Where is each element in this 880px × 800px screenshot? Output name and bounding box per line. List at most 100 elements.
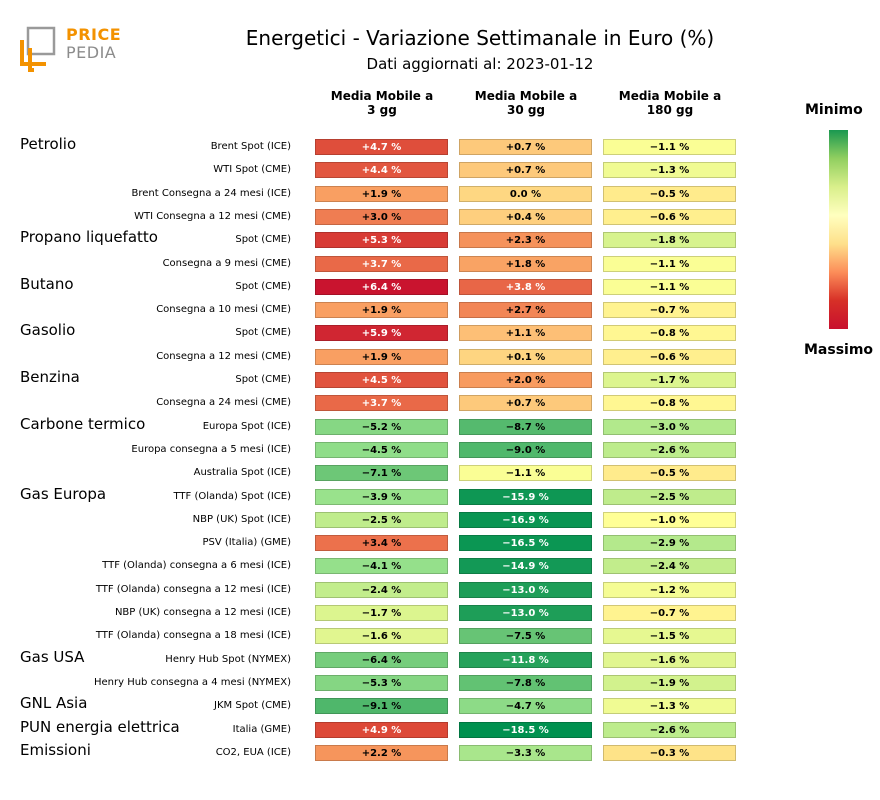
heatmap-cell: +4.5 % — [315, 372, 448, 388]
heatmap-cell: −7.8 % — [459, 674, 592, 691]
row-label: CO2, EUA (ICE) — [215, 746, 291, 758]
heatmap-cell: −2.4 % — [315, 581, 448, 598]
column-header-line1: Media Mobile a — [618, 89, 722, 103]
heatmap-cell: 0.0 % — [459, 185, 592, 202]
row-label: Europa Spot (ICE) — [202, 420, 291, 432]
heatmap-cell: −0.6 % — [603, 348, 736, 365]
group-label: PUN energia elettrica — [20, 717, 180, 736]
chart-subtitle: Dati aggiornati al: 2023-01-12 — [366, 55, 594, 73]
row-label: Europa consegna a 5 mesi (ICE) — [131, 443, 291, 455]
heatmap-cell: −0.8 % — [603, 395, 736, 412]
heatmap-cell: −16.9 % — [459, 511, 592, 528]
row-label: Henry Hub Spot (NYMEX) — [165, 653, 291, 665]
row-label: Consegna a 9 mesi (CME) — [162, 257, 291, 269]
heatmap-cell: −9.0 % — [459, 441, 592, 458]
heatmap-cell: −1.6 % — [315, 628, 448, 645]
heatmap-cell: +6.4 % — [315, 278, 448, 295]
heatmap-cell: −1.5 % — [603, 628, 736, 645]
heatmap-cell: −11.8 % — [459, 651, 592, 668]
row-label: NBP (UK) consegna a 12 mesi (ICE) — [114, 607, 291, 618]
row-label: Brent Consegna a 24 mesi (ICE) — [131, 187, 291, 199]
row-label: TTF (Olanda) consegna a 6 mesi (ICE) — [102, 560, 291, 572]
column-header-line1: Media Mobile a — [474, 89, 578, 103]
heatmap-cell: +2.3 % — [459, 232, 592, 249]
heatmap-cell: +3.7 % — [315, 255, 448, 272]
column-header-line2: 180 gg — [646, 103, 694, 117]
row-label: JKM Spot (CME) — [214, 700, 291, 712]
heatmap-cell: +4.7 % — [315, 139, 448, 155]
column-header-30gg: Media Mobile a 30 gg — [456, 89, 596, 117]
row-label: TTF (Olanda) consegna a 12 mesi (ICE) — [95, 583, 291, 595]
heatmap-cell: −1.0 % — [603, 511, 736, 528]
row-label: Italia (GME) — [232, 723, 291, 735]
heatmap-cell: −3.3 % — [459, 744, 592, 761]
heatmap-cell: +4.4 % — [315, 162, 448, 179]
heatmap-cell: −18.5 % — [459, 721, 592, 738]
heatmap-cell: +0.7 % — [459, 162, 592, 179]
heatmap-cell: −0.7 % — [603, 605, 736, 621]
heatmap-cell: −7.1 % — [315, 465, 448, 482]
row-label: Henry Hub consegna a 4 mesi (NYMEX) — [93, 676, 291, 688]
group-label: Gas USA — [20, 647, 85, 666]
heatmap-cell: −0.5 % — [603, 465, 736, 482]
column-header-3gg: Media Mobile a 3 gg — [312, 89, 452, 117]
heatmap-cell: −2.5 % — [315, 511, 448, 528]
heatmap-cell: −1.1 % — [603, 278, 736, 295]
group-label: Petrolio — [20, 135, 77, 153]
heatmap-cell: +3.4 % — [315, 535, 448, 552]
heatmap-cell: −1.3 % — [603, 698, 736, 715]
heatmap-cell: −5.3 % — [315, 674, 448, 691]
chart-title: Energetici - Variazione Settimanale in E… — [245, 26, 715, 50]
heatmap-cell: +2.0 % — [459, 372, 592, 388]
column-header-180gg: Media Mobile a 180 gg — [600, 89, 740, 117]
heatmap-cell: +4.9 % — [315, 721, 448, 738]
heatmap-cell: −1.9 % — [603, 674, 736, 691]
heatmap-cell: −0.8 % — [603, 325, 736, 342]
heatmap-cell: −1.7 % — [603, 372, 736, 388]
heatmap-cell: −9.1 % — [315, 698, 448, 715]
column-header-line1: Media Mobile a — [330, 89, 434, 103]
column-header-line2: 3 gg — [367, 103, 397, 117]
heatmap-cell: −1.8 % — [603, 232, 736, 249]
heatmap-cell: −6.4 % — [315, 651, 448, 668]
heatmap-cell: +0.7 % — [459, 139, 592, 155]
heatmap-cell: −5.2 % — [315, 418, 448, 435]
heatmap-cell: −2.6 % — [603, 441, 736, 458]
column-header-line2: 30 gg — [506, 103, 546, 117]
row-label: Brent Spot (ICE) — [210, 141, 291, 152]
heatmap-cell: +1.9 % — [315, 185, 448, 202]
heatmap-cell: +5.3 % — [315, 232, 448, 249]
heatmap-cell: +1.9 % — [315, 348, 448, 365]
group-label: Propano liquefatto — [20, 228, 158, 247]
group-label: Gas Europa — [20, 484, 107, 503]
heatmap-cell: −7.5 % — [459, 628, 592, 645]
heatmap-cell: −2.6 % — [603, 721, 736, 738]
heatmap-cell: +3.8 % — [459, 278, 592, 295]
heatmap-cell: +2.2 % — [315, 744, 448, 761]
group-label: Carbone termico — [20, 414, 146, 433]
heatmap-cell: +2.7 % — [459, 302, 592, 319]
row-label: WTI Consegna a 12 mesi (CME) — [134, 210, 291, 222]
heatmap-cell: −0.7 % — [603, 302, 736, 319]
heatmap-cell: −13.0 % — [459, 581, 592, 598]
row-label: TTF (Olanda) Spot (ICE) — [173, 490, 291, 502]
row-label: Spot (CME) — [235, 234, 291, 246]
logo-word-pedia: PEDIA — [66, 43, 117, 62]
row-label: WTI Spot (CME) — [213, 164, 291, 176]
heatmap-cell: −2.5 % — [603, 488, 736, 505]
logo-word-price: PRICE — [66, 25, 122, 44]
row-label: Consegna a 10 mesi (CME) — [156, 304, 291, 316]
heatmap-cell: −3.0 % — [603, 418, 736, 435]
heatmap-cell: +1.9 % — [315, 302, 448, 319]
heatmap-cell: −1.1 % — [603, 139, 736, 155]
heatmap-cell: −0.3 % — [603, 744, 736, 761]
colorbar-max-label: Massimo — [804, 342, 874, 358]
heatmap-cell: −4.5 % — [315, 441, 448, 458]
heatmap-cell: −15.9 % — [459, 488, 592, 505]
heatmap-cell: +0.1 % — [459, 348, 592, 365]
row-label: PSV (Italia) (GME) — [202, 537, 291, 549]
row-label: Consegna a 12 mesi (CME) — [156, 350, 291, 362]
heatmap-cell: +1.8 % — [459, 255, 592, 272]
heatmap-cell: +3.7 % — [315, 395, 448, 412]
row-label: Australia Spot (ICE) — [193, 467, 291, 479]
